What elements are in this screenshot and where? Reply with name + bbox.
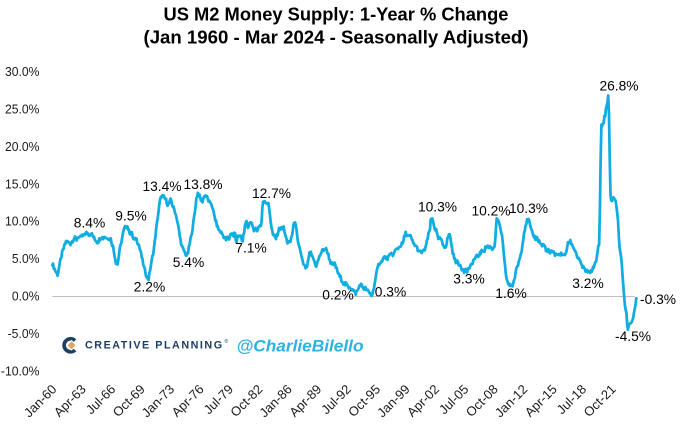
svg-text:CREATIVE PLANNING: CREATIVE PLANNING (85, 340, 224, 352)
svg-text:@CharlieBilello: @CharlieBilello (237, 337, 364, 356)
svg-text:0.0%: 0.0% (12, 289, 40, 304)
svg-text:30.0%: 30.0% (5, 64, 40, 79)
svg-text:-4.5%: -4.5% (615, 329, 651, 344)
svg-text:15.0%: 15.0% (5, 176, 40, 191)
svg-text:20.0%: 20.0% (5, 139, 40, 154)
svg-text:US M2 Money Supply: 1-Year % C: US M2 Money Supply: 1-Year % Change (164, 4, 509, 25)
svg-text:-5.0%: -5.0% (8, 326, 40, 341)
svg-text:13.4%: 13.4% (142, 179, 181, 194)
svg-text:10.3%: 10.3% (509, 201, 548, 216)
svg-text:0.2%: 0.2% (322, 288, 353, 303)
svg-text:1.6%: 1.6% (495, 286, 526, 301)
svg-text:10.3%: 10.3% (418, 200, 457, 215)
svg-text:13.8%: 13.8% (183, 177, 222, 192)
svg-text:10.0%: 10.0% (5, 214, 40, 229)
svg-text:2.2%: 2.2% (134, 280, 165, 295)
svg-text:25.0%: 25.0% (5, 102, 40, 117)
svg-text:5.0%: 5.0% (12, 251, 40, 266)
svg-text:5.4%: 5.4% (173, 255, 204, 270)
svg-text:3.2%: 3.2% (572, 276, 603, 291)
svg-text:®: ® (225, 338, 229, 345)
svg-text:3.3%: 3.3% (453, 272, 484, 287)
svg-text:7.1%: 7.1% (235, 241, 266, 256)
svg-text:10.2%: 10.2% (471, 204, 510, 219)
svg-text:26.8%: 26.8% (599, 79, 638, 94)
svg-text:(Jan 1960 - Mar 2024 - Seasona: (Jan 1960 - Mar 2024 - Seasonally Adjust… (144, 27, 529, 48)
svg-text:-10.0%: -10.0% (1, 363, 40, 378)
svg-text:9.5%: 9.5% (115, 209, 146, 224)
svg-text:0.3%: 0.3% (375, 285, 406, 300)
svg-text:-0.3%: -0.3% (640, 292, 676, 307)
svg-text:12.7%: 12.7% (252, 186, 291, 201)
svg-text:8.4%: 8.4% (74, 216, 105, 231)
